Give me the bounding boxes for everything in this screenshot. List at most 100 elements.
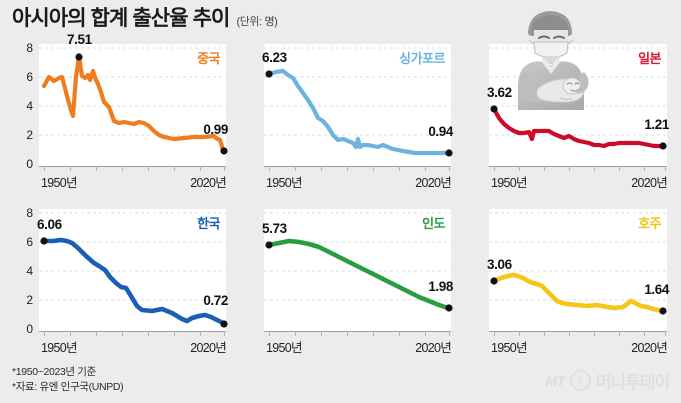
series-label-australia: 호주 — [638, 216, 661, 231]
start-marker-japan — [490, 105, 498, 113]
x-axis-end-label: 2020년 — [631, 341, 668, 355]
panel-australia: 호주 3.06 1.64 — [459, 205, 673, 358]
footnote-period: *1950~2023년 기준 — [12, 365, 96, 378]
watermark-logo-icon — [569, 370, 591, 391]
series-line-japan — [491, 106, 666, 149]
x-axis-line — [264, 166, 451, 167]
x-axis-start-label: 1950년 — [266, 341, 303, 355]
end-value-japan: 1.21 — [644, 117, 669, 132]
plot-area-china: 중국 7.51 0.99 — [39, 32, 228, 166]
peak-marker-china — [75, 53, 83, 61]
watermark-mt-text: MT — [545, 372, 566, 389]
panel-singapore: 싱가포르 6.23 0.94 — [234, 40, 459, 205]
watermark: MT 머니투데이 — [545, 368, 670, 393]
series-label-india: 인도 — [422, 216, 445, 231]
end-marker-korea — [220, 320, 228, 328]
start-marker-korea — [40, 237, 48, 245]
x-axis-australia: 1950년 2020년 — [489, 331, 668, 357]
x-axis-ticks — [489, 331, 667, 336]
panel-korea: 8 6 4 2 0 한국 — [9, 205, 234, 358]
x-axis-india: 1950년 2020년 — [264, 331, 452, 357]
x-axis-ticks — [264, 166, 451, 171]
panel-grid: 8 6 4 2 0 중국 — [9, 32, 673, 358]
y-axis-china: 8 6 4 2 0 — [9, 41, 37, 171]
series-line-singapore — [266, 68, 452, 156]
x-axis-japan: 1950년 2020년 — [489, 166, 668, 192]
series-label-singapore: 싱가포르 — [399, 51, 445, 66]
x-axis-start-label: 1950년 — [41, 341, 78, 355]
y-tick: 4 — [26, 99, 33, 113]
end-value-australia: 1.64 — [644, 282, 669, 297]
end-value-korea: 0.72 — [203, 293, 228, 308]
y-tick: 4 — [26, 264, 33, 278]
page-title: 아시아의 합계 출산율 추이 — [12, 7, 230, 30]
x-axis-line — [264, 331, 451, 332]
y-tick: 0 — [26, 157, 33, 171]
line-chart-japan — [489, 47, 667, 150]
series-line-china — [41, 54, 227, 154]
line-chart-australia — [489, 212, 667, 315]
series-label-korea: 한국 — [197, 216, 220, 231]
plot-area-singapore: 싱가포르 6.23 0.94 — [262, 44, 453, 166]
start-marker-india — [265, 241, 273, 249]
end-marker-china — [220, 147, 228, 155]
panel-india: 인도 5.73 1.98 — [234, 205, 459, 358]
y-tick: 6 — [26, 235, 33, 249]
panel-japan: 일본 3.62 1.21 — [459, 40, 673, 205]
x-axis-start-label: 1950년 — [266, 176, 303, 190]
footnote-source: *자료: 유엔 인구국(UNPD) — [12, 380, 124, 393]
x-axis-line — [489, 166, 667, 167]
x-axis-end-label: 2020년 — [190, 176, 227, 190]
plot-singapore — [264, 44, 453, 166]
start-value-australia: 3.06 — [487, 257, 512, 272]
plot-india — [264, 209, 453, 331]
y-tick: 8 — [26, 206, 33, 220]
plot-korea — [39, 209, 228, 331]
series-line-korea — [41, 237, 227, 327]
x-axis-china: 1950년 2020년 — [39, 166, 227, 192]
start-value-india: 5.73 — [262, 221, 287, 236]
x-axis-line — [39, 166, 226, 167]
end-marker-japan — [659, 142, 667, 150]
y-tick: 6 — [26, 70, 33, 84]
x-axis-ticks — [264, 331, 451, 336]
plot-australia — [489, 209, 667, 331]
end-marker-india — [445, 304, 453, 312]
x-axis-ticks — [489, 166, 667, 171]
x-axis-singapore: 1950년 2020년 — [264, 166, 452, 192]
plot-area-india: 인도 5.73 1.98 — [262, 209, 453, 331]
unit-label: (단위: 명) — [236, 16, 278, 28]
y-axis-korea: 8 6 4 2 0 — [9, 206, 37, 336]
x-axis-line — [489, 331, 667, 332]
plot-china — [39, 44, 228, 166]
x-axis-start-label: 1950년 — [491, 176, 528, 190]
x-axis-end-label: 2020년 — [415, 341, 452, 355]
line-chart-india — [264, 212, 453, 312]
end-marker-singapore — [445, 149, 453, 157]
y-tick: 8 — [26, 41, 33, 55]
y-tick: 2 — [26, 293, 33, 307]
end-marker-australia — [659, 307, 667, 315]
x-axis-ticks — [39, 166, 226, 171]
watermark-brand-name: 머니투데이 — [595, 373, 670, 392]
x-axis-start-label: 1950년 — [491, 341, 528, 355]
line-chart-singapore — [264, 47, 453, 157]
x-axis-end-label: 2020년 — [190, 341, 227, 355]
x-axis-ticks — [39, 331, 226, 336]
x-axis-start-label: 1950년 — [41, 176, 78, 190]
y-tick: 0 — [26, 322, 33, 336]
series-label-japan: 일본 — [638, 51, 661, 66]
plot-area-australia: 호주 3.06 1.64 — [487, 209, 669, 331]
end-value-singapore: 0.94 — [428, 124, 453, 139]
start-marker-australia — [490, 277, 498, 285]
start-value-singapore: 6.23 — [262, 50, 287, 65]
line-chart-china — [39, 47, 228, 155]
footnotes: *1950~2023년 기준 *자료: 유엔 인구국(UNPD) — [12, 365, 124, 395]
plot-area-korea: 한국 6.06 0.72 — [37, 209, 228, 331]
series-line-australia — [491, 272, 666, 314]
header: 아시아의 합계 출산율 추이 (단위: 명) — [12, 7, 278, 30]
start-marker-singapore — [265, 70, 273, 78]
plot-area-japan: 일본 3.62 1.21 — [487, 44, 669, 166]
end-value-china: 0.99 — [203, 122, 228, 137]
